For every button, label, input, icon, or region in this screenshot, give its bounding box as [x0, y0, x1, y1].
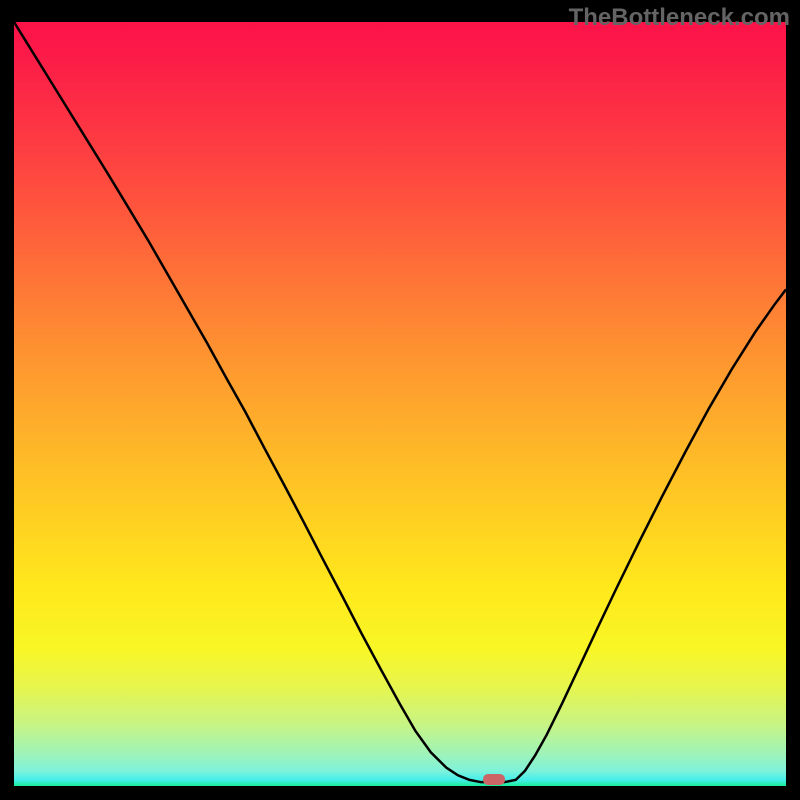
- optimal-point-marker: [483, 774, 505, 785]
- chart-container: TheBottleneck.com: [0, 0, 800, 800]
- watermark-text: TheBottleneck.com: [569, 4, 790, 32]
- curve-svg: [14, 22, 786, 786]
- bottleneck-curve: [14, 22, 786, 782]
